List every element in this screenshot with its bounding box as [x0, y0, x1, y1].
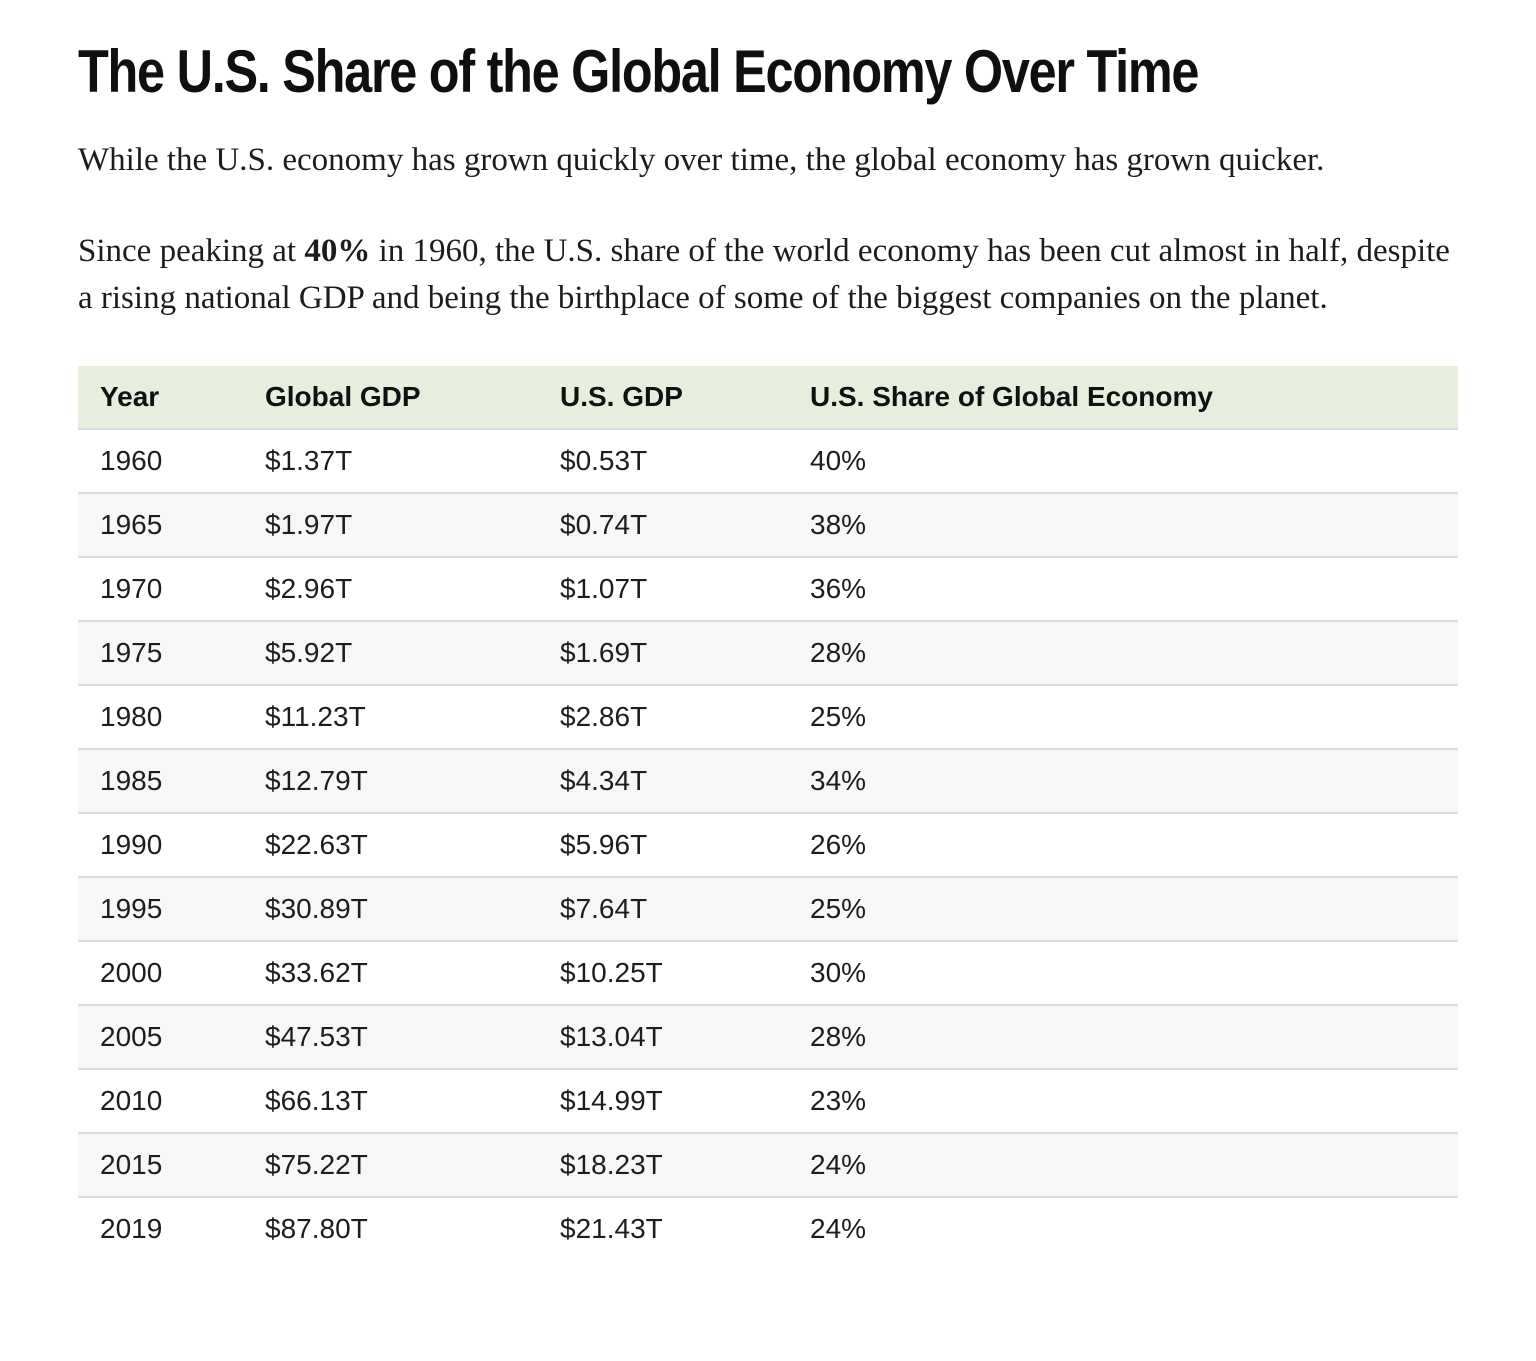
gdp-table-body: 1960 $1.37T $0.53T 40% 1965 $1.97T $0.74…: [78, 428, 1458, 1260]
table-row: 2015 $75.22T $18.23T 24%: [78, 1132, 1458, 1197]
cell-year: 1965: [78, 492, 243, 557]
column-header-global-gdp: Global GDP: [243, 366, 538, 429]
article: The U.S. Share of the Global Economy Ove…: [78, 38, 1458, 1260]
cell-year: 1985: [78, 748, 243, 813]
column-header-year: Year: [78, 366, 243, 429]
table-row: 1995 $30.89T $7.64T 25%: [78, 876, 1458, 941]
table-row: 1975 $5.92T $1.69T 28%: [78, 620, 1458, 685]
cell-year: 2019: [78, 1196, 243, 1260]
cell-us-share: 30%: [788, 940, 1458, 1005]
cell-year: 1995: [78, 876, 243, 941]
cell-us-gdp: $1.07T: [538, 556, 788, 621]
cell-us-gdp: $10.25T: [538, 940, 788, 1005]
cell-us-gdp: $2.86T: [538, 684, 788, 749]
cell-global-gdp: $1.37T: [243, 428, 538, 493]
cell-global-gdp: $87.80T: [243, 1196, 538, 1260]
context-paragraph-bold-value: 40%: [304, 233, 371, 269]
cell-global-gdp: $66.13T: [243, 1068, 538, 1133]
page-title: The U.S. Share of the Global Economy Ove…: [78, 38, 1199, 105]
cell-global-gdp: $47.53T: [243, 1004, 538, 1069]
cell-us-gdp: $21.43T: [538, 1196, 788, 1260]
context-paragraph-end: in 1960, the U.S. share of the world eco…: [78, 233, 1450, 316]
cell-us-share: 38%: [788, 492, 1458, 557]
cell-year: 2005: [78, 1004, 243, 1069]
cell-global-gdp: $11.23T: [243, 684, 538, 749]
cell-us-share: 25%: [788, 876, 1458, 941]
cell-year: 2015: [78, 1132, 243, 1197]
table-row: 1965 $1.97T $0.74T 38%: [78, 492, 1458, 557]
cell-year: 2010: [78, 1068, 243, 1133]
cell-global-gdp: $2.96T: [243, 556, 538, 621]
cell-us-share: 34%: [788, 748, 1458, 813]
column-header-us-share: U.S. Share of Global Economy: [788, 366, 1458, 429]
cell-us-gdp: $1.69T: [538, 620, 788, 685]
cell-global-gdp: $22.63T: [243, 812, 538, 877]
cell-year: 1975: [78, 620, 243, 685]
header-row: Year Global GDP U.S. GDP U.S. Share of G…: [78, 366, 1458, 429]
cell-us-share: 24%: [788, 1196, 1458, 1260]
cell-us-share: 25%: [788, 684, 1458, 749]
column-header-us-gdp: U.S. GDP: [538, 366, 788, 429]
cell-global-gdp: $1.97T: [243, 492, 538, 557]
cell-us-gdp: $14.99T: [538, 1068, 788, 1133]
cell-year: 1980: [78, 684, 243, 749]
cell-global-gdp: $75.22T: [243, 1132, 538, 1197]
intro-paragraph: While the U.S. economy has grown quickly…: [78, 142, 1325, 178]
cell-global-gdp: $12.79T: [243, 748, 538, 813]
cell-global-gdp: $30.89T: [243, 876, 538, 941]
cell-us-share: 24%: [788, 1132, 1458, 1197]
cell-year: 1990: [78, 812, 243, 877]
table-row: 2005 $47.53T $13.04T 28%: [78, 1004, 1458, 1069]
cell-us-share: 26%: [788, 812, 1458, 877]
context-paragraph: Since peaking at 40% in 1960, the U.S. s…: [78, 228, 1458, 322]
cell-us-gdp: $13.04T: [538, 1004, 788, 1069]
context-paragraph-start: Since peaking at: [78, 233, 305, 269]
cell-us-share: 28%: [788, 1004, 1458, 1069]
table-row: 2019 $87.80T $21.43T 24%: [78, 1196, 1458, 1260]
cell-year: 1970: [78, 556, 243, 621]
cell-us-gdp: $5.96T: [538, 812, 788, 877]
cell-us-gdp: $18.23T: [538, 1132, 788, 1197]
cell-us-gdp: $0.53T: [538, 428, 788, 493]
table-row: 2010 $66.13T $14.99T 23%: [78, 1068, 1458, 1133]
cell-us-gdp: $0.74T: [538, 492, 788, 557]
cell-us-share: 23%: [788, 1068, 1458, 1133]
cell-us-gdp: $4.34T: [538, 748, 788, 813]
table-row: 1985 $12.79T $4.34T 34%: [78, 748, 1458, 813]
table-row: 1980 $11.23T $2.86T 25%: [78, 684, 1458, 749]
gdp-table: Year Global GDP U.S. GDP U.S. Share of G…: [78, 366, 1458, 1260]
table-row: 2000 $33.62T $10.25T 30%: [78, 940, 1458, 1005]
table-row: 1970 $2.96T $1.07T 36%: [78, 556, 1458, 621]
cell-year: 1960: [78, 428, 243, 493]
cell-global-gdp: $5.92T: [243, 620, 538, 685]
cell-us-share: 36%: [788, 556, 1458, 621]
table-row: 1960 $1.37T $0.53T 40%: [78, 428, 1458, 493]
gdp-table-header: Year Global GDP U.S. GDP U.S. Share of G…: [78, 366, 1458, 429]
cell-year: 2000: [78, 940, 243, 1005]
cell-us-share: 28%: [788, 620, 1458, 685]
cell-us-gdp: $7.64T: [538, 876, 788, 941]
cell-global-gdp: $33.62T: [243, 940, 538, 1005]
cell-us-share: 40%: [788, 428, 1458, 493]
table-row: 1990 $22.63T $5.96T 26%: [78, 812, 1458, 877]
